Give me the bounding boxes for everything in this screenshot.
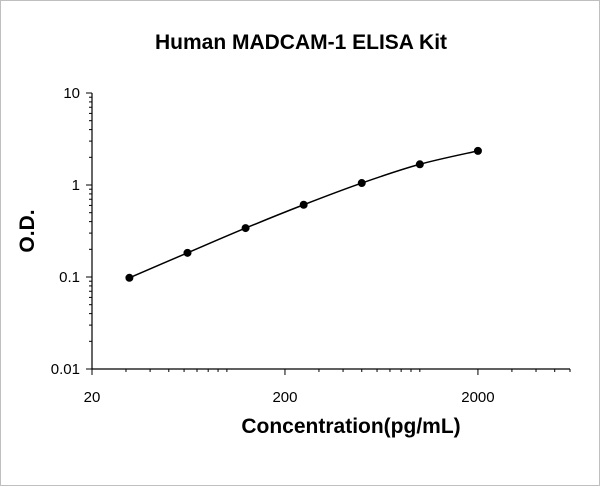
chart-title: Human MADCAM-1 ELISA Kit [154, 31, 448, 54]
y-tick-label: 10 [63, 85, 80, 102]
y-tick-label: 0.1 [59, 269, 80, 286]
data-point [241, 224, 250, 233]
data-point [473, 146, 482, 155]
series-line [129, 150, 479, 279]
data-point [299, 200, 308, 209]
x-axis-label: Concentration(pg/mL) [241, 415, 461, 438]
x-tick-label: 2000 [461, 389, 494, 406]
y-tick-label: 1 [72, 177, 80, 194]
y-tick-label: 0.01 [51, 361, 80, 378]
x-tick-label: 200 [272, 389, 297, 406]
data-point [357, 179, 366, 188]
data-point [125, 273, 134, 282]
x-tick-label: 20 [84, 389, 101, 406]
data-point [183, 248, 192, 257]
data-point [415, 160, 424, 169]
